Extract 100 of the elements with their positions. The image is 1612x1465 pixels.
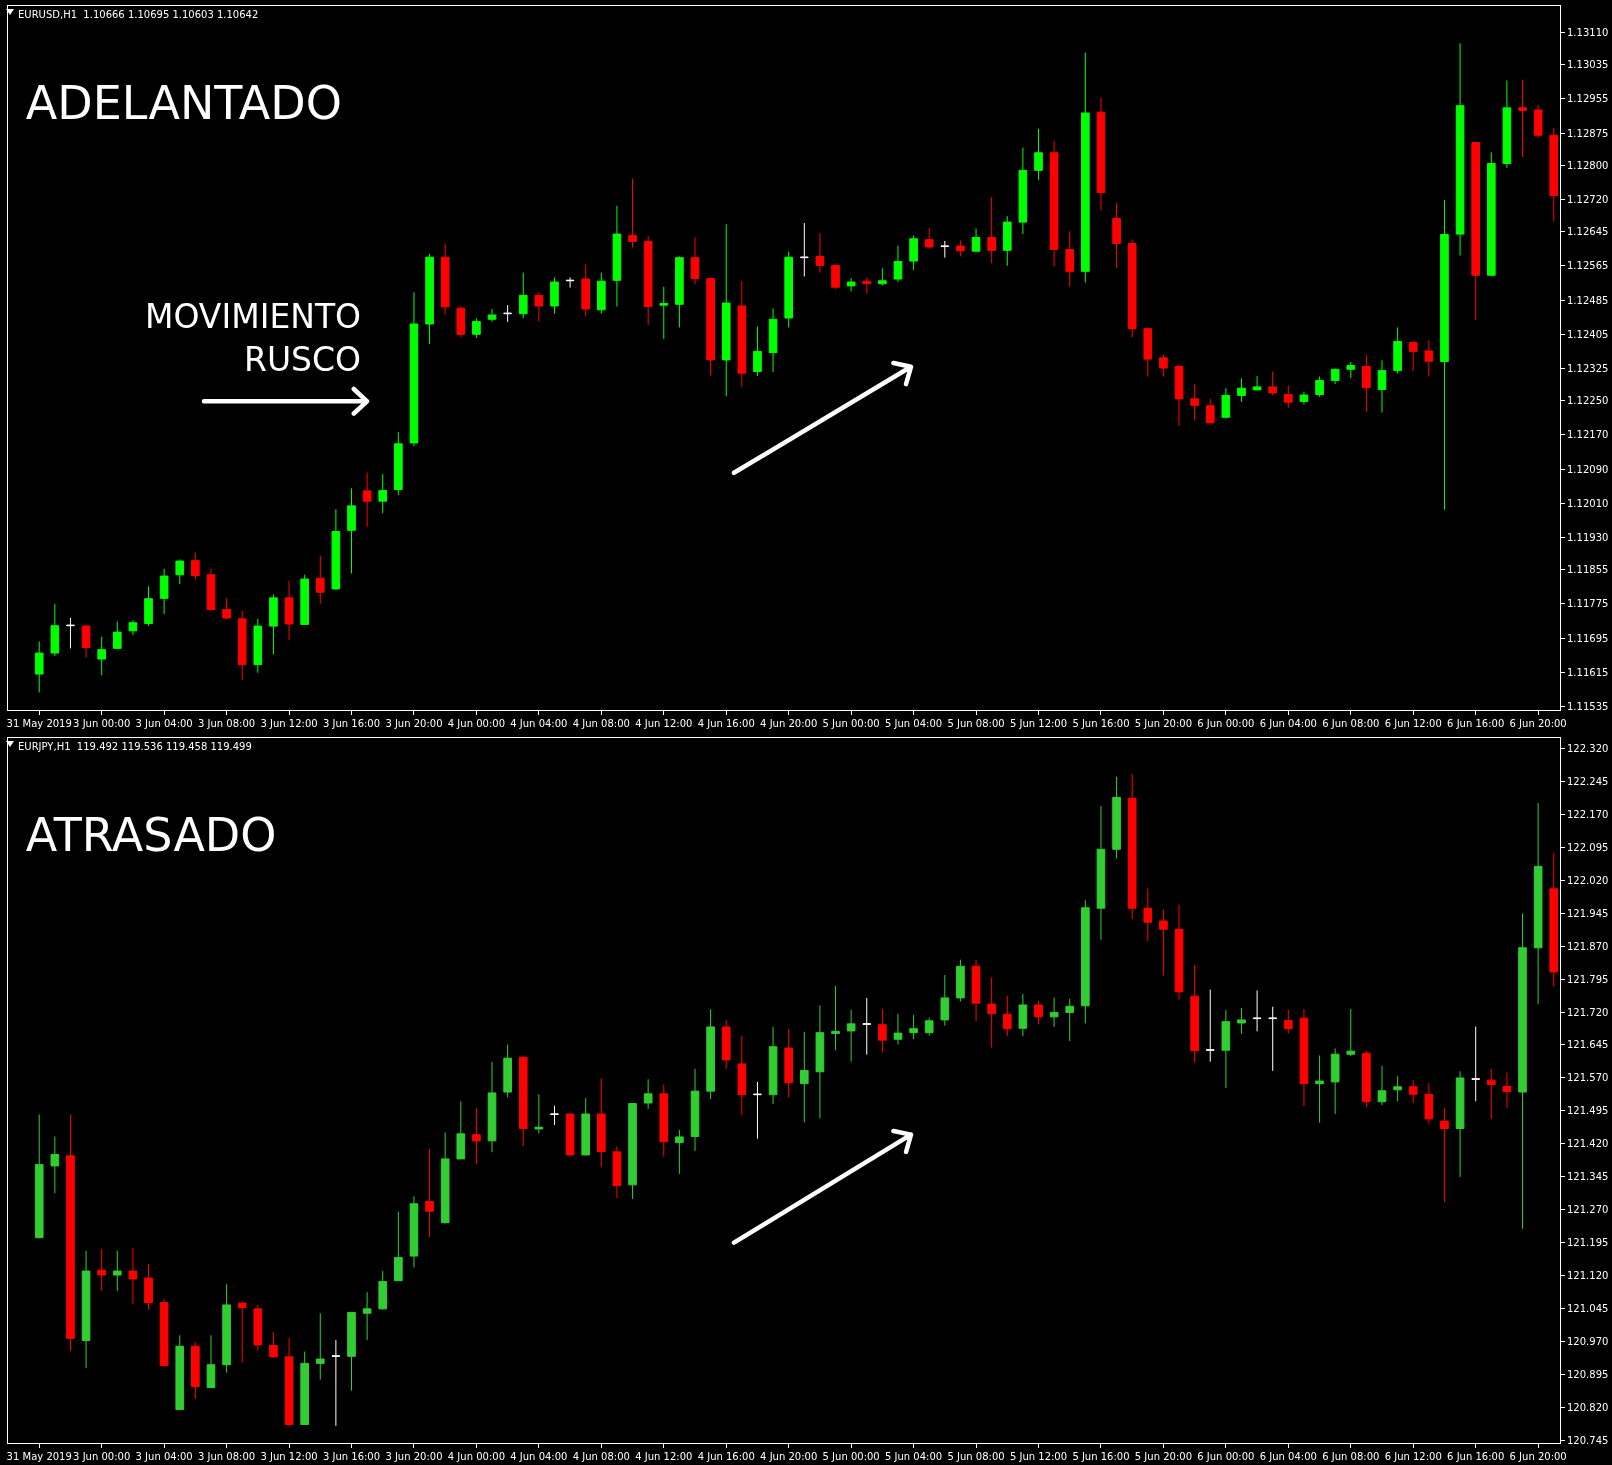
y-tick-label: 122.095 xyxy=(1567,841,1609,853)
x-tick-label: 4 Jun 16:00 xyxy=(697,718,755,729)
candlestick xyxy=(222,597,231,620)
candlestick xyxy=(50,603,60,657)
candlestick xyxy=(1190,383,1199,422)
candlestick xyxy=(1455,42,1465,256)
candlestick xyxy=(1486,151,1496,277)
candlestick xyxy=(675,1129,684,1175)
candlestick xyxy=(34,1113,44,1239)
candlestick xyxy=(409,291,419,447)
candlestick xyxy=(1065,230,1075,288)
candlestick xyxy=(596,1077,606,1168)
candlestick xyxy=(284,580,294,641)
candlestick xyxy=(1034,128,1043,181)
chart-subtitle: EURUSD,H1 1.10666 1.10695 1.10603 1.10642 xyxy=(18,9,259,20)
x-tick-label: 4 Jun 08:00 xyxy=(572,718,630,729)
candlestick xyxy=(1393,326,1402,375)
candlestick xyxy=(581,263,591,317)
candlestick xyxy=(643,235,653,326)
x-tick-label: 6 Jun 08:00 xyxy=(1322,718,1380,729)
candlestick xyxy=(97,1248,107,1292)
candlestick xyxy=(128,619,138,636)
candlestick xyxy=(1533,802,1543,1005)
y-tick-label: 120.745 xyxy=(1567,1435,1609,1447)
candlestick xyxy=(1471,142,1481,321)
candlestick xyxy=(737,280,747,388)
y-tick-label: 1.12800 xyxy=(1567,159,1609,171)
y-tick-label: 1.12720 xyxy=(1567,193,1609,205)
candlestick xyxy=(315,555,325,605)
candlestick xyxy=(753,326,762,377)
y-tick-label: 120.820 xyxy=(1567,1402,1609,1414)
candlestick xyxy=(815,1004,825,1119)
candlestick xyxy=(81,624,91,658)
candlestick xyxy=(1205,398,1215,424)
candlestick xyxy=(425,1148,434,1238)
x-tick-label: 4 Jun 20:00 xyxy=(760,718,818,729)
candlestick xyxy=(628,1102,637,1200)
x-tick-label: 5 Jun 16:00 xyxy=(1072,718,1130,729)
x-tick-label: 5 Jun 08:00 xyxy=(947,718,1005,729)
x-tick-label: 6 Jun 16:00 xyxy=(1447,1451,1505,1462)
candlestick xyxy=(331,508,341,591)
x-tick-label: 3 Jun 16:00 xyxy=(322,1451,381,1462)
x-tick-label: 6 Jun 12:00 xyxy=(1384,1451,1442,1462)
candlestick xyxy=(1533,104,1543,139)
candlestick xyxy=(81,1250,91,1369)
candlestick xyxy=(175,1334,185,1411)
candlestick xyxy=(362,1291,372,1341)
candlestick xyxy=(503,304,512,323)
candlestick xyxy=(1408,341,1418,372)
candlestick xyxy=(1268,370,1278,396)
candlestick xyxy=(690,1068,700,1152)
candlestick xyxy=(1049,140,1059,268)
candlestick xyxy=(1362,354,1371,413)
candlestick xyxy=(815,232,825,274)
y-tick-label: 1.11775 xyxy=(1567,598,1609,610)
candlestick xyxy=(1471,1026,1481,1102)
candlestick xyxy=(1440,1107,1449,1203)
y-tick-label: 121.720 xyxy=(1567,1006,1609,1018)
candlestick xyxy=(394,431,403,496)
x-tick-label: 6 Jun 20:00 xyxy=(1509,718,1567,729)
candlestick xyxy=(534,291,544,322)
x-tick-label: 3 Jun 16:00 xyxy=(322,718,381,729)
candlestick xyxy=(378,473,388,514)
candlestick xyxy=(1518,912,1527,1230)
candlestick xyxy=(1112,202,1121,269)
candlestick xyxy=(831,263,840,290)
candlestick xyxy=(706,276,715,376)
y-tick-label: 120.895 xyxy=(1567,1369,1609,1381)
candlestick xyxy=(1330,1048,1340,1115)
candlestick xyxy=(1284,385,1293,409)
candlestick xyxy=(1299,1008,1309,1107)
candlestick xyxy=(1096,805,1106,941)
candlestick xyxy=(1034,1000,1043,1025)
y-tick-label: 121.945 xyxy=(1567,907,1609,919)
candlestick xyxy=(690,237,700,285)
candlestick xyxy=(1252,375,1262,391)
candlestick xyxy=(206,1334,216,1389)
y-tick-label: 1.11930 xyxy=(1567,532,1609,544)
candlestick xyxy=(191,552,200,580)
candlestick xyxy=(1440,199,1449,511)
x-tick-label: 5 Jun 04:00 xyxy=(885,1451,943,1462)
x-tick-label: 4 Jun 16:00 xyxy=(697,1451,755,1462)
x-tick-label: 6 Jun 12:00 xyxy=(1384,718,1442,729)
candlestick xyxy=(612,1146,622,1199)
candlestick xyxy=(1299,391,1309,405)
candlestick xyxy=(878,267,887,286)
candlestick xyxy=(191,1341,200,1400)
x-tick-label: 6 Jun 04:00 xyxy=(1259,718,1317,729)
candlestick xyxy=(97,636,107,676)
y-tick-label: 1.11855 xyxy=(1567,564,1609,576)
y-tick-label: 1.12565 xyxy=(1567,260,1609,272)
x-tick-label: 3 Jun 12:00 xyxy=(260,718,318,729)
candlestick xyxy=(893,245,903,283)
candlestick xyxy=(1002,995,1012,1037)
candlestick xyxy=(675,255,684,328)
candlestick xyxy=(112,620,122,650)
candlestick xyxy=(1252,989,1262,1032)
candlestick xyxy=(378,1270,388,1311)
candlestick xyxy=(159,1298,169,1367)
candlestick xyxy=(1159,353,1168,378)
